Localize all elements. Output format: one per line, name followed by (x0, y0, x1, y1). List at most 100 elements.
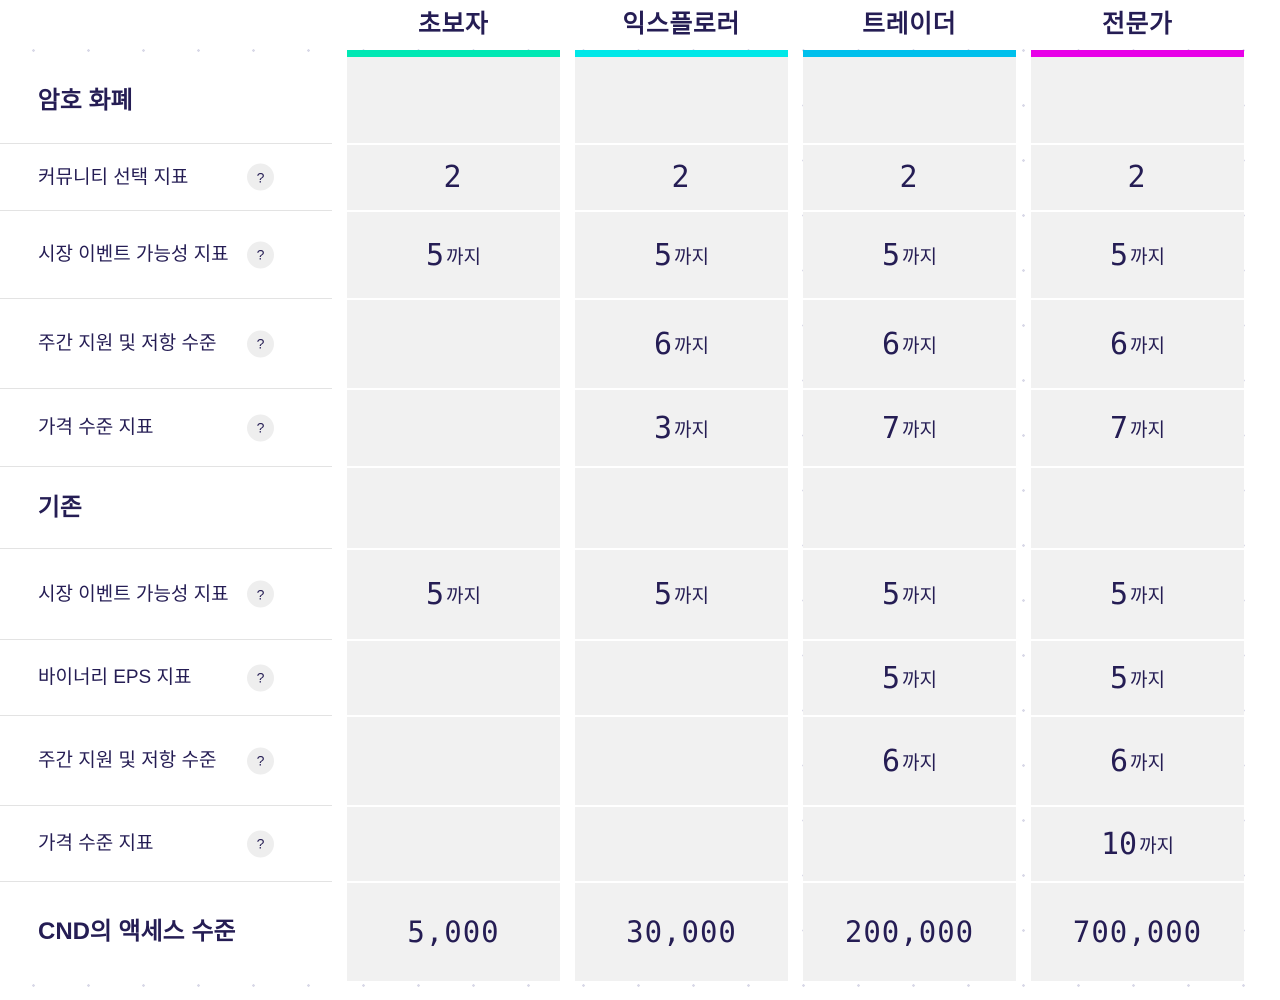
feature-label-binary-eps: 바이너리 EPS 지표 ? (0, 639, 332, 715)
feature-value: 6 (653, 326, 673, 362)
help-icon[interactable]: ? (247, 747, 274, 774)
help-icon[interactable]: ? (247, 414, 274, 441)
feature-value-suffix: 까지 (902, 419, 938, 441)
feature-value: 2 (899, 160, 918, 195)
access-level-title: CND의 액세스 수준 (38, 918, 236, 945)
access-level-label: CND의 액세스 수준 (0, 881, 332, 981)
feature-value: 5 (653, 577, 673, 612)
section-cell (575, 57, 788, 143)
feature-name: 가격 수준 지표 (38, 417, 154, 438)
plan-value-cell: 7 까지 (1031, 388, 1244, 466)
plan-value-cell: 2 (1031, 143, 1244, 210)
feature-value: 2 (671, 160, 690, 195)
access-value-cell: 700,000 (1031, 881, 1244, 981)
plan-column-trader: 트레이더 (803, 0, 1016, 57)
feature-value-suffix: 까지 (446, 586, 482, 607)
feature-name: 커뮤니티 선택 지표 (38, 166, 189, 188)
feature-value-suffix: 까지 (674, 586, 710, 607)
help-icon[interactable]: ? (247, 330, 274, 357)
plan-value-cell: 7 까지 (803, 388, 1016, 466)
access-value: 30,000 (626, 915, 737, 949)
plan-value-cell (575, 639, 788, 715)
feature-value-suffix: 까지 (1130, 246, 1166, 268)
feature-value: 6 (881, 743, 901, 779)
plan-accent-bar (575, 50, 788, 57)
access-value: 200,000 (844, 915, 975, 949)
feature-label-price-level: 가격 수준 지표 ? (0, 388, 332, 466)
plan-value-cell (575, 805, 788, 881)
feature-name: 바이너리 EPS 지표 (38, 667, 192, 688)
plan-value-cell: 6 까지 (803, 715, 1016, 805)
plan-column-expert: 전문가 (1031, 0, 1244, 57)
feature-value: 10 (1100, 826, 1138, 862)
plan-value-cell: 2 (803, 143, 1016, 210)
plan-value-cell: 5 까지 (1031, 548, 1244, 639)
feature-name: 주간 지원 및 저항 수준 (38, 750, 217, 771)
help-icon[interactable]: ? (247, 241, 274, 268)
access-value-cell: 5,000 (347, 881, 560, 981)
plan-value-cell: 10 까지 (1031, 805, 1244, 881)
feature-value-suffix: 까지 (902, 335, 938, 357)
help-icon[interactable]: ? (247, 580, 274, 608)
help-icon[interactable]: ? (247, 163, 274, 191)
access-value: 5,000 (407, 915, 500, 949)
feature-value: 7 (881, 410, 901, 446)
plan-value-cell (347, 805, 560, 881)
feature-label-weekly-support-resistance-traditional: 주간 지원 및 저항 수준 ? (0, 715, 332, 805)
access-value: 700,000 (1072, 915, 1203, 949)
feature-value: 5 (653, 237, 673, 273)
feature-value: 5 (1109, 660, 1129, 696)
section-header-traditional: 기존 (0, 466, 332, 548)
feature-value: 5 (881, 237, 901, 273)
feature-label-weekly-support-resistance: 주간 지원 및 저항 수준 ? (0, 298, 332, 388)
feature-value-suffix: 까지 (1139, 835, 1175, 857)
feature-value-suffix: 까지 (1130, 669, 1166, 691)
plan-value-cell (347, 298, 560, 388)
plan-value-cell: 5 까지 (347, 548, 560, 639)
feature-value: 5 (425, 577, 445, 612)
feature-value-suffix: 까지 (902, 246, 938, 268)
feature-value: 2 (443, 160, 462, 195)
plan-value-cell: 3 까지 (575, 388, 788, 466)
plan-value-cell (347, 715, 560, 805)
plan-name: 트레이더 (862, 10, 957, 38)
section-title: 암호 화폐 (38, 86, 133, 114)
plan-value-cell: 5 까지 (803, 548, 1016, 639)
plan-value-cell (803, 805, 1016, 881)
feature-value-suffix: 까지 (1130, 335, 1166, 357)
plan-value-cell: 5 까지 (575, 210, 788, 298)
feature-value: 5 (881, 660, 901, 696)
plan-value-cell: 5 까지 (803, 639, 1016, 715)
section-cell (803, 57, 1016, 143)
feature-value-suffix: 까지 (902, 669, 938, 691)
plan-value-cell: 5 까지 (575, 548, 788, 639)
plan-value-cell: 6 까지 (1031, 298, 1244, 388)
plan-value-cell (347, 388, 560, 466)
feature-value: 7 (1109, 410, 1129, 446)
plan-value-cell (347, 639, 560, 715)
feature-name: 주간 지원 및 저항 수준 (38, 333, 217, 354)
feature-name: 시장 이벤트 가능성 지표 (38, 244, 229, 265)
feature-value-suffix: 까지 (1130, 586, 1166, 607)
feature-value: 3 (653, 410, 673, 446)
help-icon[interactable]: ? (247, 664, 274, 691)
feature-value-suffix: 까지 (902, 586, 938, 607)
feature-value: 5 (1109, 577, 1129, 612)
feature-value-suffix: 까지 (1130, 419, 1166, 441)
plan-value-cell: 6 까지 (803, 298, 1016, 388)
section-header-crypto: 암호 화폐 (0, 57, 332, 143)
feature-value-suffix: 까지 (446, 246, 482, 268)
plan-value-cell: 5 까지 (1031, 210, 1244, 298)
feature-value-suffix: 까지 (1130, 752, 1166, 774)
section-title: 기존 (38, 494, 83, 521)
feature-value: 2 (1127, 160, 1146, 195)
feature-label-community-choice: 커뮤니티 선택 지표 ? (0, 143, 332, 210)
plan-value-cell: 6 까지 (575, 298, 788, 388)
help-icon[interactable]: ? (247, 830, 274, 857)
plan-value-cell: 6 까지 (1031, 715, 1244, 805)
feature-value-suffix: 까지 (674, 335, 710, 357)
plan-accent-bar (347, 50, 560, 57)
section-cell (1031, 57, 1244, 143)
feature-value: 5 (1109, 237, 1129, 273)
section-cell (347, 57, 560, 143)
